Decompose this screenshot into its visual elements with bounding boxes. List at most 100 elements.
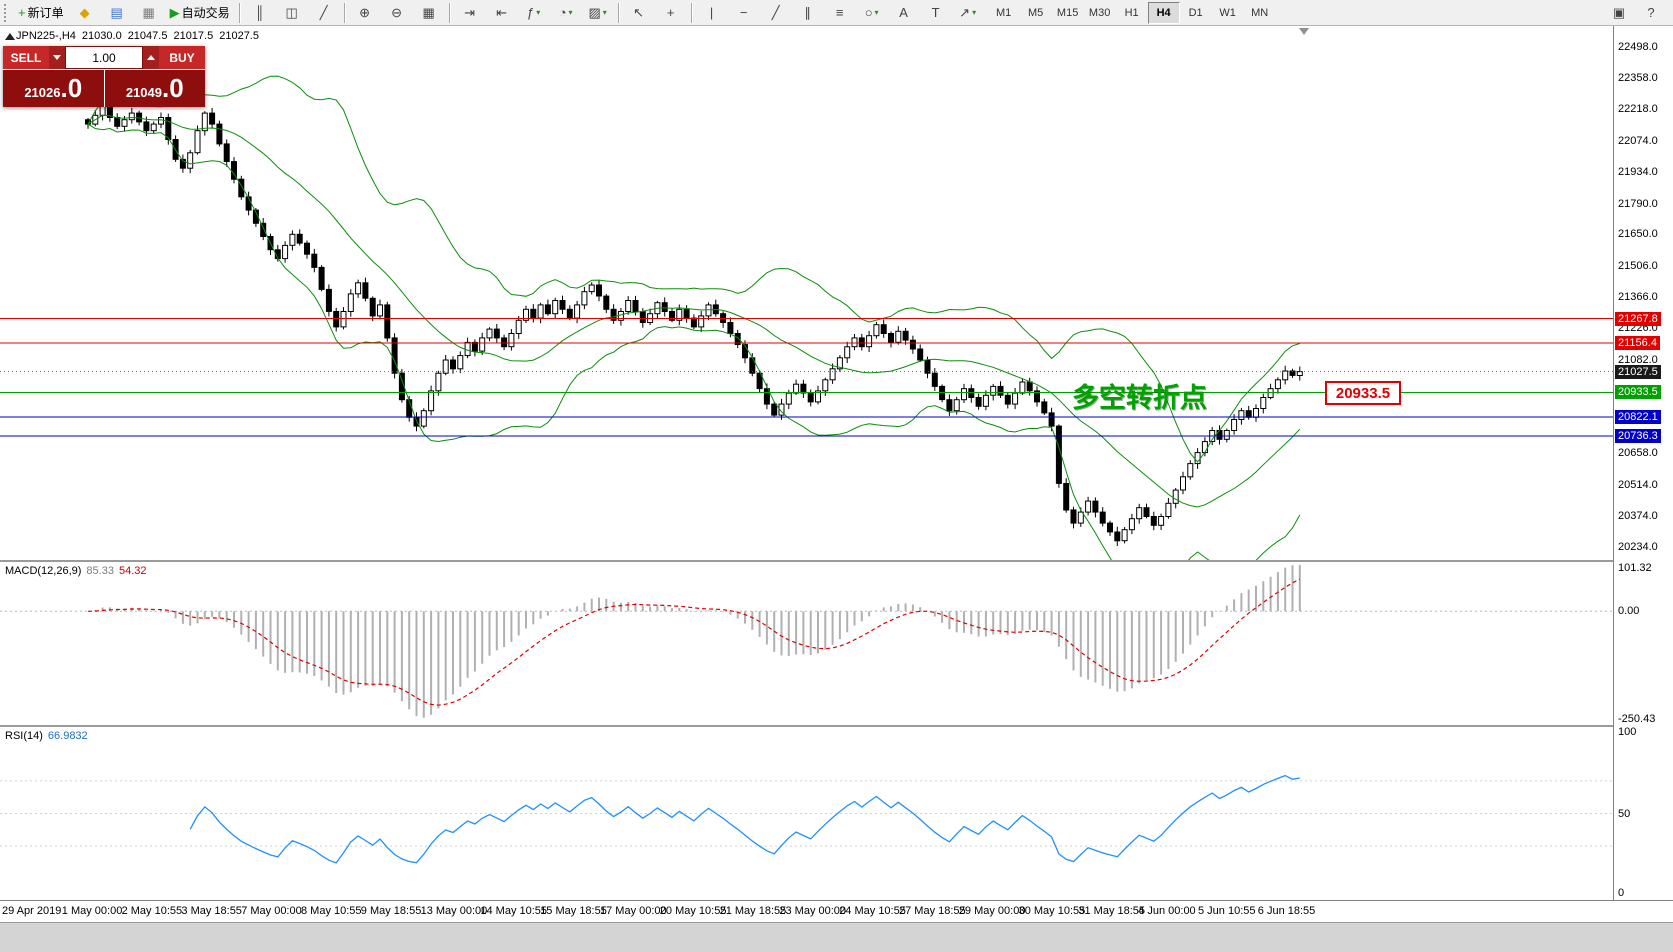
line-chart-button[interactable]: ╱ — [309, 1, 339, 25]
panel-divider[interactable] — [0, 560, 1673, 562]
timeframe-mn[interactable]: MN — [1251, 6, 1269, 19]
volume-decrease-button[interactable] — [49, 46, 65, 69]
symbol-name: JPN225-,H4 — [16, 30, 76, 42]
time-axis-label: 8 May 10:55 — [301, 905, 362, 917]
macd-axis-label: -250.43 — [1618, 712, 1656, 725]
sell-price-big-digit: .0 — [60, 73, 83, 103]
indicators-icon: ƒ — [527, 5, 535, 20]
fibonacci-button[interactable]: ≡ — [825, 1, 855, 25]
shapes-button[interactable]: ○ ▾ — [857, 1, 887, 25]
volume-input[interactable] — [65, 46, 143, 69]
bars-chart-button[interactable]: ║ — [245, 1, 275, 25]
timeframe-m1[interactable]: M1 — [995, 6, 1012, 19]
time-axis-label: 30 May 10:55 — [1018, 905, 1086, 917]
timeframe-m5[interactable]: M5 — [1027, 6, 1044, 19]
price-tick-label: 22074.0 — [1618, 134, 1658, 147]
price-chart-canvas[interactable] — [0, 26, 1613, 560]
help-icon: ? — [1647, 5, 1655, 20]
sell-price[interactable]: 21026 .0 — [3, 70, 104, 107]
macd-panel[interactable]: MACD(12,26,9) 85.33 54.32 — [0, 562, 1613, 725]
zoom-in-button[interactable]: ⊕ — [350, 1, 380, 25]
symbol-header: JPN225-,H4 21030.0 21047.5 21017.5 21027.5 — [16, 30, 265, 42]
cursor-icon: ↖ — [633, 5, 645, 20]
chart-shift-marker-icon[interactable] — [1299, 28, 1309, 35]
rsi-panel[interactable]: RSI(14) 66.9832 — [0, 727, 1613, 900]
sell-price-main: 21026 — [24, 85, 61, 100]
time-axis-label: 21 May 18:55 — [719, 905, 787, 917]
volume-increase-button[interactable] — [143, 46, 159, 69]
timeframe-h1[interactable]: H1 — [1124, 6, 1139, 19]
auto-scroll-button[interactable]: ⇥ — [455, 1, 485, 25]
crosshair-button[interactable]: + — [656, 1, 686, 25]
navigator-button[interactable]: ▦ — [134, 1, 164, 25]
current-price-tag: 21027.5 — [1615, 364, 1661, 379]
macd-canvas[interactable] — [0, 562, 1613, 725]
rsi-axis-label: 0 — [1618, 887, 1625, 899]
horizontal-line-button[interactable]: − — [729, 1, 759, 25]
indicators-button[interactable]: ƒ ▾ — [519, 1, 549, 25]
timeframe-d1[interactable]: D1 — [1188, 6, 1203, 19]
channel-icon: ∥ — [804, 5, 811, 20]
window-bottom-area — [0, 922, 1673, 952]
main-chart-panel[interactable]: JPN225-,H4 21030.0 21047.5 21017.5 21027.5 S… — [0, 26, 1613, 560]
price-tick-label: 21934.0 — [1618, 165, 1658, 178]
buy-price[interactable]: 21049 .0 — [105, 70, 206, 107]
price-callout-box[interactable]: 20933.5 — [1325, 381, 1401, 405]
ohlc-low: 21017.5 — [173, 30, 214, 42]
autotrading-icon: ▶ — [169, 5, 180, 20]
price-axis[interactable]: 22498.0 22358.0 22218.0 22074.0 21934.0 21790… — [1613, 26, 1673, 900]
templates-button[interactable]: ▨ ▾ — [583, 1, 613, 25]
docking-button[interactable]: ▣ — [1604, 1, 1634, 25]
time-axis-label: 7 May 00:00 — [241, 905, 302, 917]
text-label-button[interactable]: T — [921, 1, 951, 25]
ohlc-high: 21047.5 — [127, 30, 168, 42]
annotation-text[interactable]: 多空转折点 — [1072, 383, 1207, 413]
horizontal-line-icon: − — [739, 5, 748, 20]
market-watch-button[interactable]: ▤ — [102, 1, 132, 25]
metaeditor-button[interactable]: ◆ — [70, 1, 100, 25]
help-button[interactable]: ? — [1636, 1, 1666, 25]
macd-label: MACD(12,26,9) — [5, 565, 82, 577]
price-tick-label: 20234.0 — [1618, 540, 1658, 553]
rsi-header: RSI(14) 66.9832 — [5, 730, 88, 742]
cursor-button[interactable]: ↖ — [624, 1, 654, 25]
docking-icon: ▣ — [1612, 5, 1626, 20]
timeframe-h4[interactable]: H4 — [1147, 1, 1180, 24]
buy-button[interactable]: BUY — [159, 46, 205, 69]
macd-main-value: 85.33 — [86, 565, 114, 577]
zoom-out-icon: ⊖ — [391, 5, 403, 20]
toolbar-separator — [690, 2, 692, 23]
ohlc-open: 21030.0 — [81, 30, 122, 42]
periods-button[interactable]: ◔ ▾ — [551, 1, 581, 25]
timeframe-w1[interactable]: W1 — [1219, 6, 1236, 19]
new-order-button[interactable]: + 新订单 — [14, 1, 68, 25]
panel-divider[interactable] — [0, 725, 1673, 727]
timeframe-m15[interactable]: M15 — [1056, 6, 1079, 19]
rsi-canvas[interactable] — [0, 727, 1613, 900]
time-axis[interactable]: 29 Apr 2019 1 May 00:00 2 May 10:55 3 May 1… — [0, 900, 1673, 922]
zoom-out-button[interactable]: ⊖ — [382, 1, 412, 25]
time-axis-label: 17 May 00:00 — [600, 905, 667, 917]
arrows-button[interactable]: ↗ ▾ — [953, 1, 983, 25]
dropdown-caret-icon: ▾ — [536, 8, 541, 17]
timeframe-group: M1 M5 M15 M30 H1 H4 D1 W1 MN — [988, 1, 1276, 24]
price-line-tag: 21267.8 — [1615, 311, 1661, 326]
text-button[interactable]: A — [889, 1, 919, 25]
chart-shift-button[interactable]: ⇤ — [487, 1, 517, 25]
channel-button[interactable]: ∥ — [793, 1, 823, 25]
autotrading-button[interactable]: ▶ 自动交易 — [166, 1, 234, 25]
text-icon: A — [899, 5, 908, 20]
sell-button[interactable]: SELL — [3, 46, 49, 69]
price-tick-label: 20514.0 — [1618, 478, 1658, 491]
trendline-button[interactable]: ╱ — [761, 1, 791, 25]
vertical-line-button[interactable]: | — [697, 1, 727, 25]
tile-windows-button[interactable]: ▦ — [414, 1, 444, 25]
up-arrow-icon — [147, 55, 155, 60]
toolbar-separator — [238, 2, 240, 23]
rsi-axis-label: 100 — [1618, 726, 1637, 738]
fibonacci-icon: ≡ — [835, 5, 844, 20]
timeframe-m30[interactable]: M30 — [1088, 6, 1111, 19]
toolbar-grip[interactable] — [4, 3, 9, 22]
candlestick-chart-button[interactable]: ◫ — [277, 1, 307, 25]
one-click-collapse-icon[interactable] — [5, 33, 15, 40]
